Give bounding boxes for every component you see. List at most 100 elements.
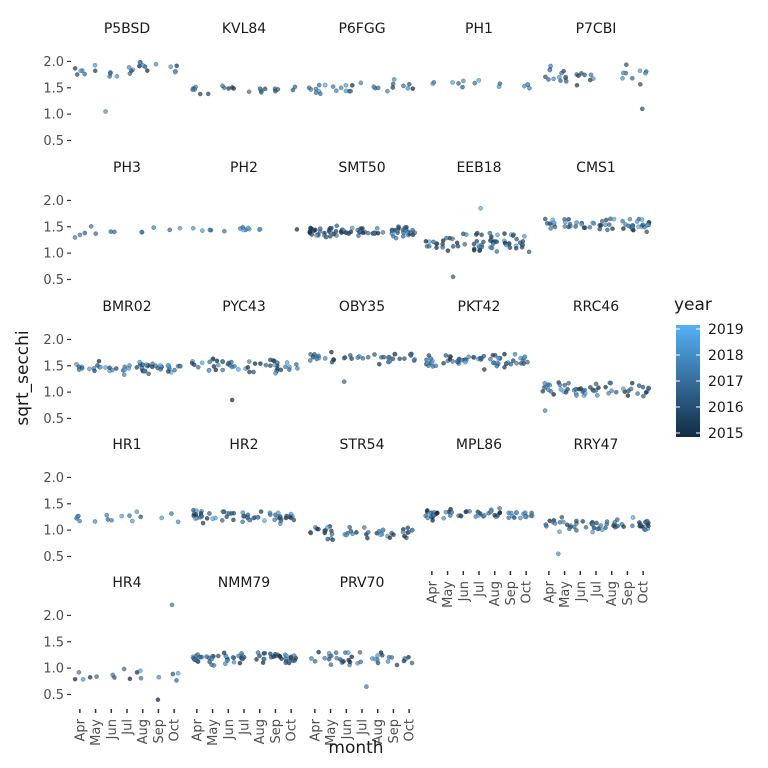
panel-title: CMS1 (576, 160, 616, 176)
data-point (329, 531, 335, 537)
data-point (341, 379, 347, 384)
data-point (126, 366, 132, 371)
data-point (551, 392, 557, 397)
data-point (385, 88, 390, 94)
data-point (614, 517, 620, 522)
data-point (620, 386, 626, 392)
data-point (409, 527, 415, 533)
data-point (263, 362, 269, 368)
data-point (562, 382, 568, 388)
panel-title: HR2 (229, 437, 258, 453)
data-point (231, 517, 236, 523)
panel-oby35: OBY35 (307, 299, 417, 384)
data-point (140, 63, 146, 68)
data-point (283, 364, 288, 370)
data-point (423, 238, 429, 244)
data-point (611, 216, 617, 222)
y-axis-title: sqrt_secchi (13, 330, 33, 425)
data-point (77, 232, 83, 238)
data-point (127, 513, 132, 518)
panel-bmr02: BMR02 0.5 1.0 1.5 2.0 (43, 299, 183, 427)
data-point (566, 216, 572, 222)
data-point (199, 360, 205, 366)
x-tick-label: Sep (152, 719, 167, 744)
panel-title: P7CBI (576, 21, 617, 37)
data-point (410, 227, 415, 233)
data-point (593, 381, 599, 387)
data-point (495, 232, 500, 238)
panel-title: HR4 (112, 575, 141, 591)
data-point (620, 218, 625, 224)
data-point (464, 509, 469, 514)
data-point (175, 670, 181, 676)
data-point (582, 72, 587, 78)
data-point (257, 226, 263, 232)
data-point (358, 80, 364, 86)
data-point (497, 81, 503, 86)
data-point (195, 364, 201, 370)
data-point (606, 390, 611, 396)
data-point (339, 230, 344, 235)
data-point (291, 653, 297, 658)
data-point (322, 356, 328, 361)
data-point (358, 659, 364, 665)
panel-title: EEB18 (456, 160, 501, 176)
y-tick-label: 0.5 (43, 134, 64, 149)
data-point (527, 85, 532, 91)
data-point (573, 224, 578, 229)
panel-p5bsd: P5BSD 0.5 1.0 1.5 2.0 (43, 21, 180, 149)
data-point (261, 656, 267, 662)
data-point (231, 659, 237, 665)
data-point (343, 82, 349, 88)
data-point (455, 243, 461, 249)
data-point (621, 524, 627, 530)
data-point (590, 220, 596, 226)
data-point (636, 520, 642, 525)
data-point (385, 659, 391, 664)
panel-title: STR54 (340, 437, 385, 453)
data-point (522, 514, 528, 520)
x-tick-label: Jun (574, 581, 589, 602)
data-point (474, 238, 480, 244)
data-point (620, 75, 625, 81)
data-point (460, 231, 466, 237)
data-point (582, 391, 588, 396)
data-point (103, 365, 108, 370)
data-point (579, 221, 584, 227)
data-point (371, 230, 377, 236)
data-point (110, 367, 115, 373)
panel-ph3: PH3 0.5 1.0 1.5 2.0 (43, 160, 183, 288)
x-tick-label: Jul (121, 719, 136, 736)
data-point (448, 354, 453, 359)
data-point (394, 662, 400, 668)
color-legend: year 2019 2018 2017 2016 2015 (674, 295, 744, 442)
data-point (77, 518, 82, 524)
data-point (514, 360, 519, 366)
data-point (137, 359, 143, 365)
x-tick-label: Sep (621, 581, 636, 606)
data-point (525, 359, 530, 365)
data-point (146, 371, 152, 377)
data-point (477, 355, 483, 361)
panel-title: PKT42 (458, 299, 501, 315)
data-point (267, 510, 273, 516)
data-point (82, 71, 88, 77)
data-point (401, 83, 406, 89)
panel-cms1: CMS1 (542, 160, 652, 235)
data-point (206, 368, 212, 373)
data-point (78, 68, 84, 74)
data-point (428, 356, 434, 361)
data-point (389, 228, 395, 234)
data-point (630, 515, 636, 520)
data-point (258, 361, 263, 366)
x-tick-label: Jul (238, 719, 253, 736)
data-point (402, 225, 408, 230)
data-point (429, 360, 435, 365)
data-point (458, 513, 464, 519)
data-point (292, 84, 298, 90)
data-point (144, 68, 150, 73)
x-tick-label: Apr (308, 718, 323, 741)
data-point (109, 517, 114, 523)
data-point (504, 242, 509, 248)
